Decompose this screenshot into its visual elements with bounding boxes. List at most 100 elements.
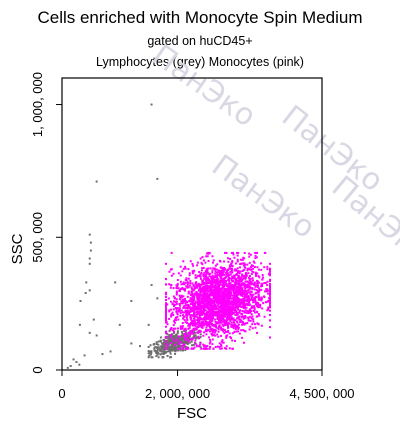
monocytes-point [226, 297, 229, 300]
monocytes-point [221, 271, 224, 274]
monocytes-point [269, 288, 271, 291]
monocytes-point [208, 309, 211, 312]
monocytes-point [178, 294, 181, 297]
monocytes-point [230, 278, 233, 281]
monocytes-point [233, 339, 236, 342]
monocytes-point [269, 309, 271, 312]
monocytes-point [185, 334, 188, 337]
monocytes-point [165, 319, 167, 322]
monocytes-point [204, 299, 207, 302]
monocytes-point [227, 260, 230, 263]
monocytes-point [200, 311, 203, 314]
monocytes-point [223, 273, 226, 276]
monocytes-point [264, 281, 267, 284]
monocytes-point [193, 336, 196, 339]
monocytes-point [175, 310, 178, 313]
monocytes-point [165, 298, 167, 301]
monocytes-point [189, 303, 192, 306]
monocytes-point [256, 284, 259, 287]
monocytes-point [241, 320, 244, 323]
monocytes-point [165, 295, 167, 298]
monocytes-point [224, 297, 227, 300]
monocytes-point [192, 347, 195, 350]
monocytes-point [222, 317, 225, 320]
monocytes-point [204, 304, 207, 307]
monocytes-point [170, 268, 173, 271]
monocytes-point [241, 336, 244, 339]
lymphocytes-point [167, 346, 170, 349]
monocytes-point [200, 272, 203, 275]
monocytes-point [189, 297, 192, 300]
monocytes-point [213, 318, 216, 321]
monocytes-point [217, 311, 220, 314]
monocytes-point [169, 328, 172, 331]
monocytes-point [191, 322, 194, 325]
monocytes-point [199, 305, 202, 308]
monocytes-point [269, 319, 271, 322]
monocytes-point [248, 255, 251, 258]
monocytes-point [229, 319, 232, 322]
monocytes-point [191, 299, 194, 302]
monocytes-point [207, 307, 210, 310]
monocytes-point [198, 275, 201, 278]
monocytes-point [233, 324, 236, 327]
lymphocytes-point [175, 348, 178, 351]
monocytes-point [245, 302, 248, 305]
lymphocytes-point [130, 342, 133, 345]
monocytes-point [230, 268, 233, 271]
monocytes-point [182, 343, 185, 346]
monocytes-point [207, 300, 210, 303]
monocytes-point [223, 322, 226, 325]
monocytes-point [218, 309, 221, 312]
monocytes-point [194, 339, 197, 342]
monocytes-point [225, 347, 228, 350]
monocytes-point [165, 336, 167, 339]
monocytes-point [260, 296, 263, 299]
monocytes-point [186, 281, 189, 284]
monocytes-point [256, 281, 259, 284]
monocytes-point [232, 280, 235, 283]
monocytes-point [226, 257, 229, 260]
monocytes-point [168, 283, 171, 286]
monocytes-point [211, 278, 214, 281]
monocytes-point [226, 330, 229, 333]
monocytes-point [214, 272, 217, 275]
monocytes-point [218, 318, 221, 321]
monocytes-point [208, 275, 211, 278]
monocytes-point [199, 292, 202, 295]
monocytes-point [228, 347, 231, 350]
monocytes-point [194, 285, 197, 288]
monocytes-point [225, 319, 228, 322]
monocytes-point [201, 297, 204, 300]
monocytes-point [190, 297, 193, 300]
monocytes-point [243, 305, 246, 308]
monocytes-point [262, 302, 265, 305]
monocytes-point [230, 316, 233, 319]
monocytes-point [246, 284, 249, 287]
monocytes-point [174, 316, 177, 319]
monocytes-point [202, 287, 205, 290]
monocytes-point [244, 263, 247, 266]
monocytes-point [241, 274, 244, 277]
monocytes-point [221, 312, 224, 315]
monocytes-point [197, 295, 200, 298]
monocytes-point [246, 292, 249, 295]
monocytes-point [236, 251, 239, 254]
monocytes-point [215, 278, 218, 281]
monocytes-point [237, 277, 240, 280]
monocytes-point [210, 289, 213, 292]
monocytes-point [237, 270, 240, 273]
monocytes-point [266, 265, 269, 268]
monocytes-point [202, 318, 205, 321]
lymphocytes-point [199, 335, 202, 338]
monocytes-point [261, 307, 264, 310]
monocytes-point [254, 311, 257, 314]
lymphocytes-point [150, 351, 153, 354]
monocytes-point [195, 344, 198, 347]
monocytes-point [176, 312, 179, 315]
monocytes-point [222, 314, 225, 317]
monocytes-point [201, 256, 204, 259]
monocytes-point [173, 343, 176, 346]
monocytes-point [203, 331, 206, 334]
monocytes-point [189, 318, 192, 321]
